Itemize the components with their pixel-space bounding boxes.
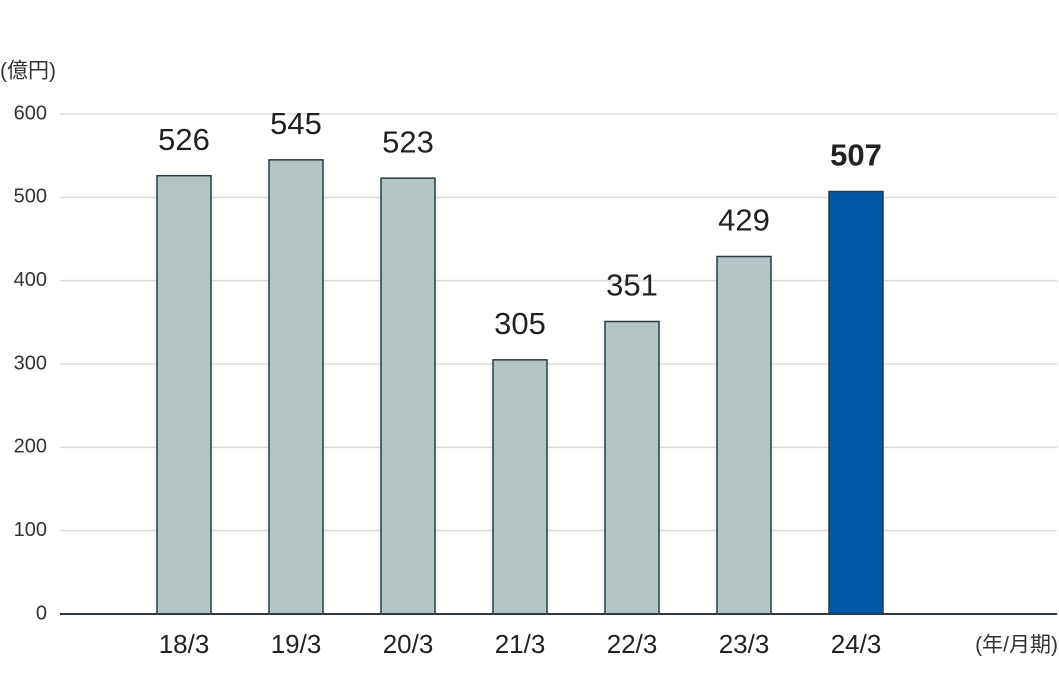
bar — [380, 177, 436, 615]
x-tick-label: 18/3 — [159, 629, 210, 659]
value-label: 507 — [830, 138, 882, 173]
x-tick-label: 23/3 — [719, 629, 770, 659]
bar — [716, 255, 772, 615]
value-label: 429 — [718, 203, 770, 238]
bar — [268, 159, 324, 615]
y-tick-label: 600 — [14, 102, 47, 124]
value-label: 545 — [270, 106, 322, 141]
x-tick-label: 24/3 — [831, 629, 882, 659]
x-tick-label: 21/3 — [495, 629, 546, 659]
y-tick-label: 0 — [36, 602, 47, 624]
y-axis-title: (億円) — [0, 60, 56, 83]
y-tick-label: 500 — [14, 186, 47, 208]
value-label: 305 — [494, 306, 546, 341]
bar — [492, 359, 548, 615]
y-tick-label: 400 — [14, 269, 47, 291]
x-tick-label: 20/3 — [383, 629, 434, 659]
x-tick-label: 22/3 — [607, 629, 658, 659]
y-tick-label: 300 — [14, 352, 47, 374]
value-label: 351 — [606, 268, 658, 303]
y-tick-label: 100 — [14, 519, 47, 541]
x-tick-label: 19/3 — [271, 629, 322, 659]
value-label: 523 — [382, 124, 434, 159]
bar — [604, 320, 660, 615]
bar — [156, 174, 212, 615]
x-axis-title: (年/月期) — [975, 634, 1058, 657]
y-tick-label: 200 — [14, 436, 47, 458]
value-label: 526 — [158, 122, 210, 157]
bar — [828, 190, 884, 615]
